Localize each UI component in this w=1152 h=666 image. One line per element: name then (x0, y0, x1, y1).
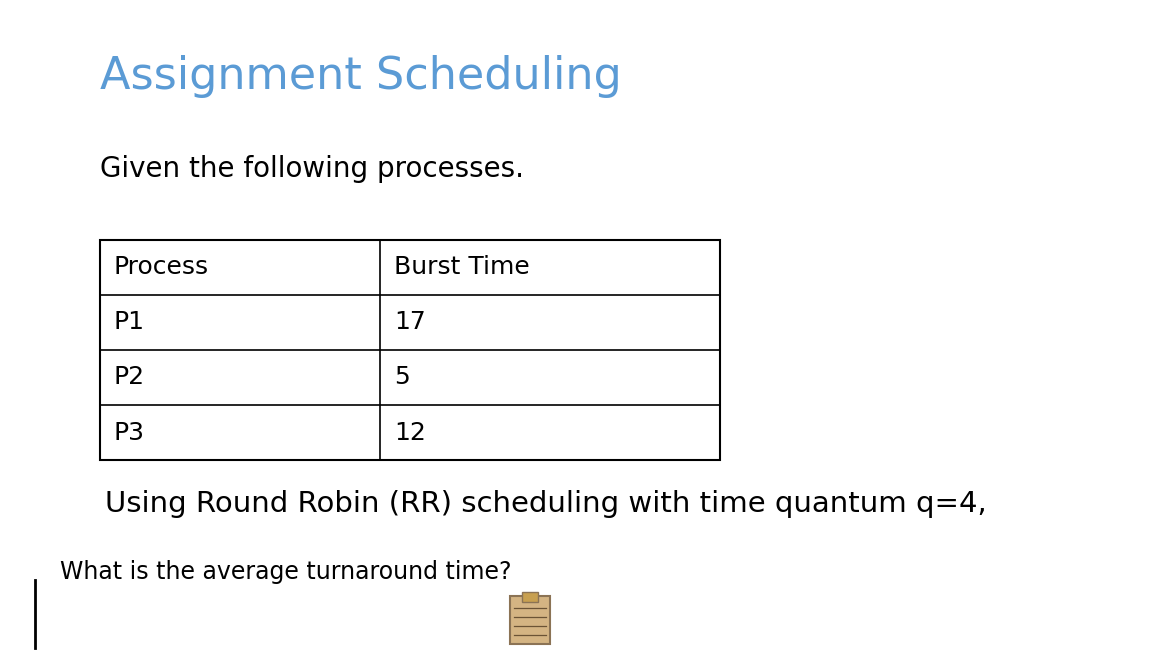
Text: Assignment Scheduling: Assignment Scheduling (100, 55, 622, 98)
Text: Given the following processes.: Given the following processes. (100, 155, 524, 183)
Text: P3: P3 (114, 420, 145, 444)
FancyBboxPatch shape (510, 596, 550, 644)
Text: 5: 5 (394, 366, 410, 390)
Text: P2: P2 (114, 366, 145, 390)
FancyBboxPatch shape (522, 592, 538, 602)
Text: Process: Process (114, 256, 209, 280)
Text: Using Round Robin (RR) scheduling with time quantum q=4,: Using Round Robin (RR) scheduling with t… (105, 490, 987, 518)
Text: 12: 12 (394, 420, 426, 444)
FancyBboxPatch shape (100, 240, 720, 460)
Text: What is the average turnaround time?: What is the average turnaround time? (60, 560, 511, 584)
Text: P1: P1 (114, 310, 145, 334)
Text: 17: 17 (394, 310, 425, 334)
Text: Burst Time: Burst Time (394, 256, 530, 280)
